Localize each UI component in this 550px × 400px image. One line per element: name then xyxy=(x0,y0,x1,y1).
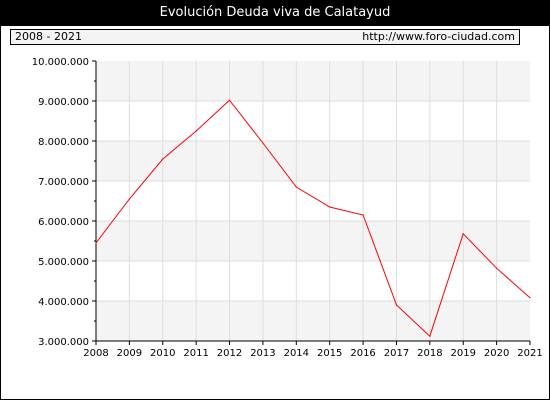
x-tick-label: 2013 xyxy=(250,348,275,359)
data-point xyxy=(496,267,498,269)
data-point xyxy=(128,198,130,200)
x-axis-ticks: 2008 2009 2010 2011 2012 2013 2014 2015 2016 2017… xyxy=(83,341,543,359)
x-tick-label: 2019 xyxy=(451,348,476,359)
x-tick-label: 2020 xyxy=(484,348,509,359)
y-tick-label: 7.000.000 xyxy=(38,177,89,188)
x-tick-label: 2014 xyxy=(284,348,309,359)
data-point xyxy=(295,186,297,188)
plot-band xyxy=(96,301,530,341)
data-point xyxy=(329,206,331,208)
source-link[interactable]: http://www.foro-ciudad.com xyxy=(362,30,515,43)
data-point xyxy=(195,130,197,132)
data-point xyxy=(362,214,364,216)
plot-band xyxy=(96,181,530,221)
data-point xyxy=(395,304,398,306)
y-tick-label: 9.000.000 xyxy=(38,97,89,108)
y-tick-label: 3.000.000 xyxy=(38,337,89,348)
series-line xyxy=(95,99,531,338)
x-tick-label: 2021 xyxy=(517,348,542,359)
y-tick-label: 4.000.000 xyxy=(38,297,89,308)
plot-band xyxy=(96,221,530,261)
x-tick-label: 2015 xyxy=(317,348,342,359)
x-tick-label: 2012 xyxy=(217,348,242,359)
data-point xyxy=(429,335,431,337)
data-point xyxy=(228,99,231,101)
data-point xyxy=(95,242,97,244)
data-point xyxy=(262,142,264,144)
x-tick-label: 2017 xyxy=(384,348,409,359)
grid-lines xyxy=(96,61,530,341)
x-tick-label: 2010 xyxy=(150,348,175,359)
data-point xyxy=(462,233,464,235)
info-bar: 2008 - 2021 http://www.foro-ciudad.com xyxy=(10,29,520,45)
plot-band xyxy=(96,261,530,301)
plot-band xyxy=(96,61,530,101)
y-tick-label: 10.000.000 xyxy=(32,57,89,68)
y-tick-label: 8.000.000 xyxy=(38,137,89,148)
y-axis-ticks: 3.000.000 4.000.000 5.000.000 6.000.000 7.00… xyxy=(32,57,96,348)
plot-band xyxy=(96,141,530,181)
year-range-label: 2008 - 2021 xyxy=(15,30,82,43)
y-tick-label: 5.000.000 xyxy=(38,257,89,268)
data-point xyxy=(162,158,164,160)
chart-title: Evolución Deuda viva de Calatayud xyxy=(0,0,550,26)
data-line xyxy=(95,99,531,338)
plot-background xyxy=(96,61,530,341)
x-tick-label: 2009 xyxy=(117,348,142,359)
x-tick-label: 2008 xyxy=(83,348,108,359)
x-tick-label: 2011 xyxy=(183,348,208,359)
y-tick-label: 6.000.000 xyxy=(38,217,89,228)
data-point xyxy=(529,297,531,299)
plot-band xyxy=(96,101,530,141)
x-tick-label: 2018 xyxy=(417,348,442,359)
x-tick-label: 2016 xyxy=(350,348,375,359)
